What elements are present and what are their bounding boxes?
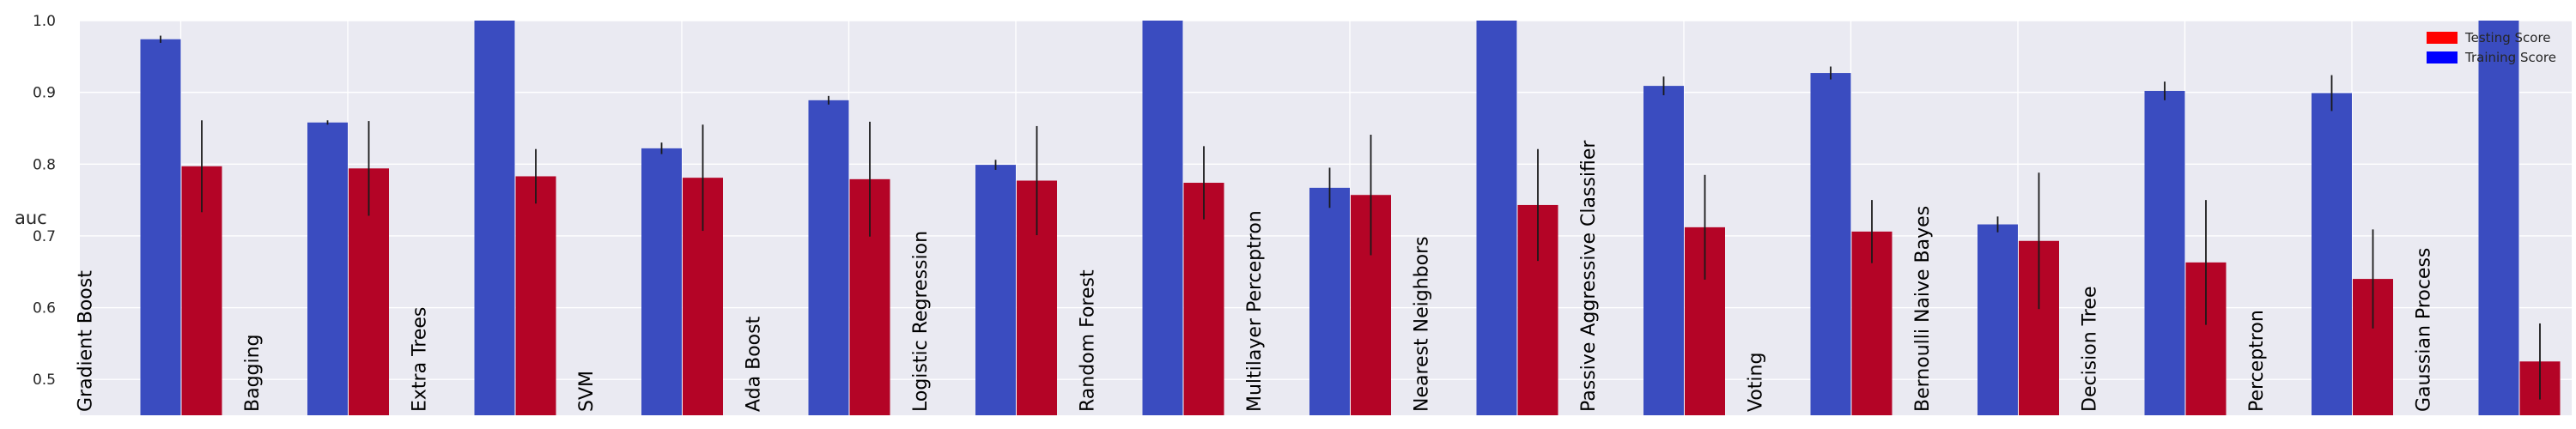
bar-training <box>2144 90 2185 416</box>
category-label: Extra Trees <box>410 307 431 412</box>
bar-training <box>641 148 682 415</box>
bar-training <box>1978 224 2018 415</box>
bar-testing <box>515 176 556 415</box>
bar-testing <box>1183 183 1224 415</box>
bar-training <box>1810 73 1851 416</box>
bar-training <box>307 122 348 415</box>
bar-training <box>1309 187 1350 415</box>
y-tick-label: 0.5 <box>33 372 56 389</box>
legend-label-testing: Testing Score <box>2464 30 2551 45</box>
category-label: Gaussian Process <box>2414 248 2435 412</box>
category-label: Logistic Regression <box>910 231 932 412</box>
bar-training <box>1476 21 1517 415</box>
category-label: Passive Aggressive Classifier <box>1578 140 1600 412</box>
y-tick-label: 0.6 <box>33 300 56 317</box>
bar-training <box>1142 21 1183 415</box>
category-label: Perceptron <box>2246 310 2268 412</box>
category-label: SVM <box>576 371 598 412</box>
bar-training <box>2478 21 2519 415</box>
legend: Testing Score Training Score <box>2427 30 2556 65</box>
category-label: Random Forest <box>1078 269 1099 412</box>
category-label: Gradient Boost <box>76 270 97 412</box>
y-tick-label: 1.0 <box>33 13 56 30</box>
y-tick-label: 0.8 <box>33 156 56 173</box>
category-label: Decision Tree <box>2080 287 2101 413</box>
category-label: Multilayer Perceptron <box>1244 210 1266 412</box>
legend-label-training: Training Score <box>2464 50 2556 65</box>
category-label: Bernoulli Naive Bayes <box>1912 206 1934 412</box>
category-label: Voting <box>1746 353 1767 412</box>
category-labels-layer: Gradient Boost Bagging Extra Trees SVM Ada B… <box>76 140 2435 412</box>
bar-training <box>2312 93 2352 416</box>
category-label: Bagging <box>242 334 264 412</box>
legend-swatch-training <box>2427 51 2458 63</box>
bar-training <box>975 165 1016 416</box>
bar-training <box>1643 86 1684 415</box>
category-label: Nearest Neighbors <box>1412 236 1433 412</box>
y-tick-label: 0.9 <box>33 85 56 102</box>
error-bars-layer <box>160 35 2541 400</box>
bar-training <box>808 100 849 415</box>
y-tick-labels-layer: 0.5 0.6 0.7 0.8 0.9 1.0 <box>33 13 56 389</box>
category-label: Ada Boost <box>744 316 765 412</box>
bar-training <box>140 39 181 415</box>
y-tick-label: 0.7 <box>33 228 56 245</box>
bar-training <box>474 21 515 415</box>
y-axis-label: auc <box>15 208 47 228</box>
legend-swatch-testing <box>2427 32 2458 44</box>
